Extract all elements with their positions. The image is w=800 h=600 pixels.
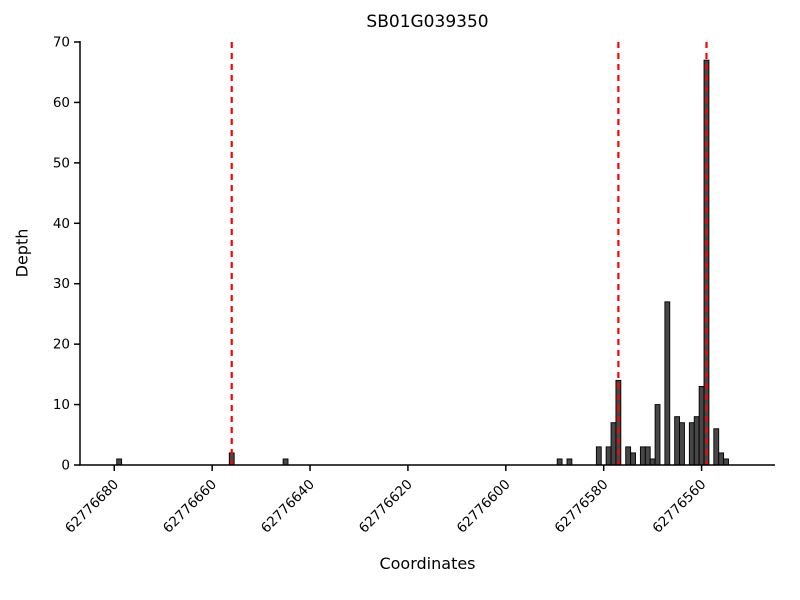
x-tick-label: 62776580 xyxy=(552,477,612,537)
depth-bar xyxy=(610,422,617,466)
depth-bar xyxy=(718,452,725,466)
depth-bar xyxy=(630,452,636,466)
depth-bar xyxy=(644,446,651,466)
depth-bar xyxy=(654,404,661,466)
depth-bar xyxy=(713,428,720,466)
depth-bar xyxy=(688,422,695,466)
y-tick-label: 50 xyxy=(53,155,70,171)
y-axis-label: Depth xyxy=(12,228,32,278)
depth-bar xyxy=(556,458,563,466)
x-tick-label: 62776600 xyxy=(454,477,514,537)
y-tick-label: 20 xyxy=(53,337,70,353)
depth-bar xyxy=(649,458,656,466)
depth-bar xyxy=(282,458,289,466)
depth-bar xyxy=(605,446,612,466)
depth-bar xyxy=(639,446,646,466)
depth-bar xyxy=(698,385,705,466)
y-tick-label: 0 xyxy=(61,458,70,474)
depth-bar xyxy=(674,416,681,466)
x-tick-label: 62776640 xyxy=(258,477,318,537)
depth-bar xyxy=(679,422,685,466)
y-tick-label: 10 xyxy=(53,397,70,413)
x-tick-label: 62776620 xyxy=(356,477,416,537)
depth-bar xyxy=(625,446,632,466)
y-tick-label: 40 xyxy=(53,216,70,232)
y-tick-label: 60 xyxy=(53,95,70,111)
x-axis-label: Coordinates xyxy=(379,554,476,573)
depth-bar xyxy=(595,446,602,466)
depth-bar xyxy=(116,458,123,466)
depth-bar xyxy=(723,458,729,466)
chart-title: SB01G039350 xyxy=(366,12,489,32)
depth-bar xyxy=(664,301,671,466)
x-tick-label: 62776680 xyxy=(62,477,122,537)
y-tick-label: 30 xyxy=(53,276,70,292)
x-tick-label: 62776660 xyxy=(160,477,220,537)
x-tick-label: 62776560 xyxy=(650,477,710,537)
depth-bar xyxy=(566,458,573,466)
y-tick-label: 70 xyxy=(53,35,70,51)
depth-bar xyxy=(693,416,700,466)
